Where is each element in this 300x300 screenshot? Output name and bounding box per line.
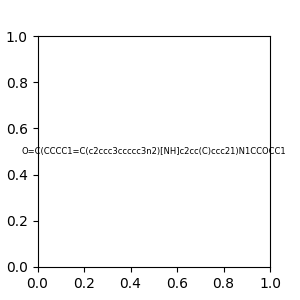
- Text: O=C(CCCC1=C(c2ccc3ccccc3n2)[NH]c2cc(C)ccc21)N1CCOCC1: O=C(CCCC1=C(c2ccc3ccccc3n2)[NH]c2cc(C)cc…: [21, 147, 286, 156]
